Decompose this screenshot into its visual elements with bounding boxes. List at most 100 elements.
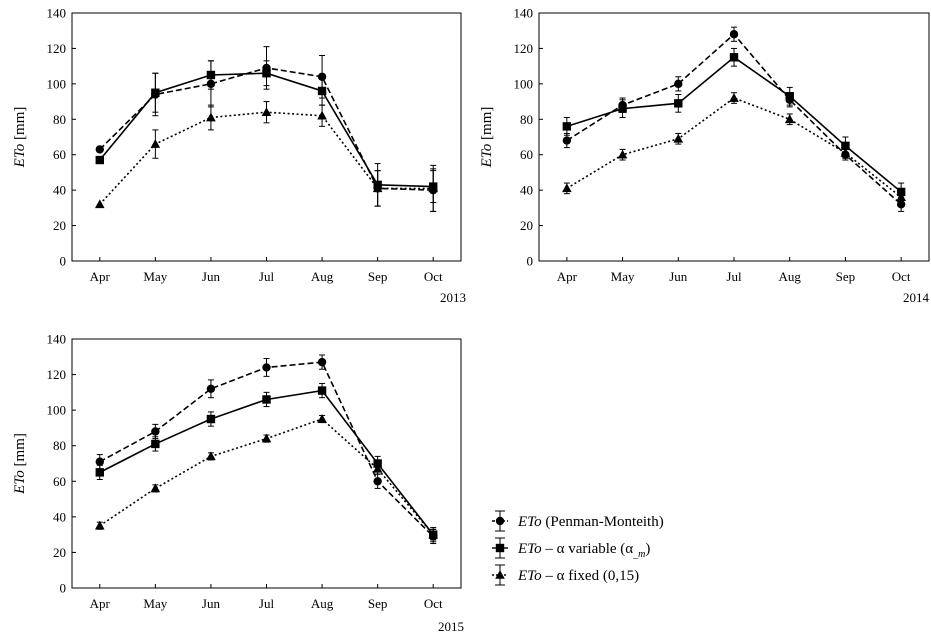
series-line bbox=[566, 97, 902, 198]
data-point bbox=[562, 183, 572, 193]
data-point bbox=[729, 53, 739, 62]
data-point bbox=[95, 155, 104, 165]
x-tick-label: Apr bbox=[90, 596, 111, 611]
data-point bbox=[261, 433, 272, 443]
y-tick-label: 80 bbox=[53, 438, 66, 453]
data-point bbox=[373, 477, 382, 486]
x-tick-label: Sep bbox=[836, 269, 856, 284]
y-tick-label: 20 bbox=[53, 218, 66, 233]
y-tick-label: 140 bbox=[514, 6, 534, 21]
series-fix bbox=[94, 414, 439, 541]
data-point bbox=[206, 112, 216, 122]
series-line bbox=[99, 72, 434, 188]
data-point bbox=[674, 79, 683, 89]
series-var bbox=[95, 60, 438, 207]
y-tick-label: 40 bbox=[53, 183, 66, 198]
y-tick-label: 60 bbox=[53, 147, 66, 162]
legend-item-fix: ETo – α fixed (0,15) bbox=[492, 564, 639, 586]
data-point bbox=[317, 414, 327, 423]
y-tick-label: 60 bbox=[53, 474, 66, 489]
series-line bbox=[566, 56, 902, 193]
data-point bbox=[261, 107, 272, 116]
data-point bbox=[150, 139, 161, 148]
data-point bbox=[317, 357, 327, 367]
y-tick-label: 100 bbox=[47, 403, 67, 418]
y-tick-label: 0 bbox=[527, 254, 534, 269]
y-tick-label: 40 bbox=[53, 509, 66, 524]
x-tick-label: Jun bbox=[202, 269, 221, 284]
data-point bbox=[95, 457, 104, 466]
data-point bbox=[317, 86, 327, 96]
series-line bbox=[99, 361, 434, 537]
x-tick-label: Jun bbox=[202, 596, 221, 611]
data-point bbox=[206, 70, 216, 80]
data-point bbox=[150, 483, 161, 493]
x-tick-label: Apr bbox=[557, 269, 578, 284]
series-var bbox=[562, 47, 906, 202]
x-tick-label: Oct bbox=[424, 596, 443, 611]
data-point bbox=[262, 69, 271, 78]
y-tick-label: 100 bbox=[514, 76, 534, 91]
chart-panel-2013: 0 20 40 60 80 100 120 140 Apr May Jun Jul Aug Sep Oct E… bbox=[12, 6, 466, 306]
data-point bbox=[840, 147, 851, 157]
x-tick-label: Aug bbox=[311, 269, 334, 284]
legend-marker-square bbox=[495, 543, 505, 553]
data-point bbox=[94, 520, 105, 530]
data-point bbox=[206, 414, 216, 424]
data-point bbox=[618, 104, 627, 113]
legend-item-pm: ETo (Penman-Monteith) bbox=[492, 510, 664, 532]
data-point bbox=[562, 136, 572, 145]
y-tick-label: 100 bbox=[47, 76, 67, 91]
legend-marker-triangle bbox=[495, 570, 505, 579]
y-tick-label: 0 bbox=[60, 254, 67, 269]
data-point bbox=[673, 133, 684, 143]
x-tick-label: Jul bbox=[726, 269, 742, 284]
y-tick-label: 140 bbox=[47, 332, 67, 347]
data-point bbox=[262, 363, 271, 372]
series-line bbox=[99, 389, 434, 536]
y-axis-title: ETo [mm] bbox=[12, 107, 28, 169]
year-label: 2015 bbox=[438, 619, 464, 634]
year-label: 2013 bbox=[440, 290, 466, 305]
y-tick-label: 120 bbox=[47, 367, 67, 382]
data-point bbox=[784, 114, 795, 124]
series-fix bbox=[94, 101, 439, 212]
y-tick-label: 40 bbox=[520, 183, 533, 198]
data-point bbox=[729, 30, 739, 39]
y-tick-label: 0 bbox=[60, 581, 67, 596]
legend-label: ETo – α variable (α_m) bbox=[517, 541, 650, 560]
y-tick-label: 120 bbox=[514, 41, 534, 56]
y-tick-label: 20 bbox=[53, 545, 66, 560]
legend-marker-circle bbox=[495, 516, 505, 526]
x-tick-label: Apr bbox=[90, 269, 111, 284]
series-line bbox=[99, 111, 434, 205]
data-point bbox=[785, 92, 794, 101]
series-var bbox=[95, 382, 438, 543]
x-tick-label: Oct bbox=[892, 269, 911, 284]
x-tick-label: May bbox=[611, 269, 635, 284]
year-label: 2014 bbox=[903, 290, 930, 305]
legend-item-var: ETo – α variable (α_m) bbox=[492, 537, 650, 560]
data-point bbox=[428, 183, 439, 193]
series-fix bbox=[562, 92, 906, 204]
y-axis-title: ETo [mm] bbox=[479, 107, 495, 169]
y-tick-label: 80 bbox=[520, 112, 533, 127]
data-point bbox=[896, 192, 906, 202]
data-point bbox=[151, 439, 160, 449]
y-tick-label: 60 bbox=[520, 147, 533, 162]
x-tick-label: May bbox=[143, 596, 167, 611]
data-point bbox=[617, 149, 628, 159]
data-point bbox=[262, 395, 271, 404]
data-point bbox=[729, 93, 739, 102]
x-tick-label: Aug bbox=[779, 269, 802, 284]
data-point bbox=[95, 145, 104, 154]
data-point bbox=[317, 386, 327, 395]
data-point bbox=[562, 122, 572, 131]
x-tick-label: Jun bbox=[669, 269, 688, 284]
chart-panel-2015: 0 20 40 60 80 100 120 140 Apr May Jun Jul Aug Sep Oct E… bbox=[12, 332, 464, 635]
legend-label: ETo (Penman-Monteith) bbox=[517, 514, 664, 530]
data-point bbox=[372, 463, 383, 473]
y-tick-label: 80 bbox=[53, 112, 66, 127]
x-tick-label: Jul bbox=[259, 269, 275, 284]
